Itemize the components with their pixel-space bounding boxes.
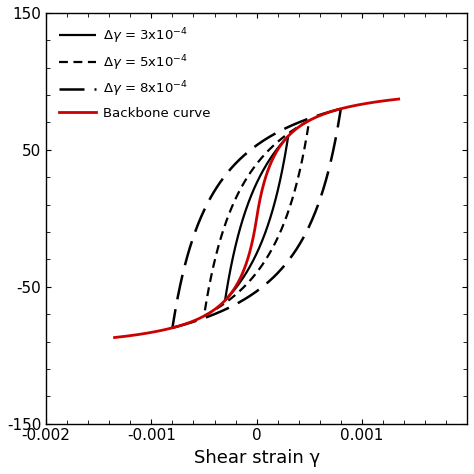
X-axis label: Shear strain γ: Shear strain γ	[193, 449, 319, 467]
Legend: $\Delta\gamma$ = 3x10$^{-4}$, $\Delta\gamma$ = 5x10$^{-4}$, $\Delta\gamma$ = 8x1: $\Delta\gamma$ = 3x10$^{-4}$, $\Delta\ga…	[53, 19, 217, 126]
